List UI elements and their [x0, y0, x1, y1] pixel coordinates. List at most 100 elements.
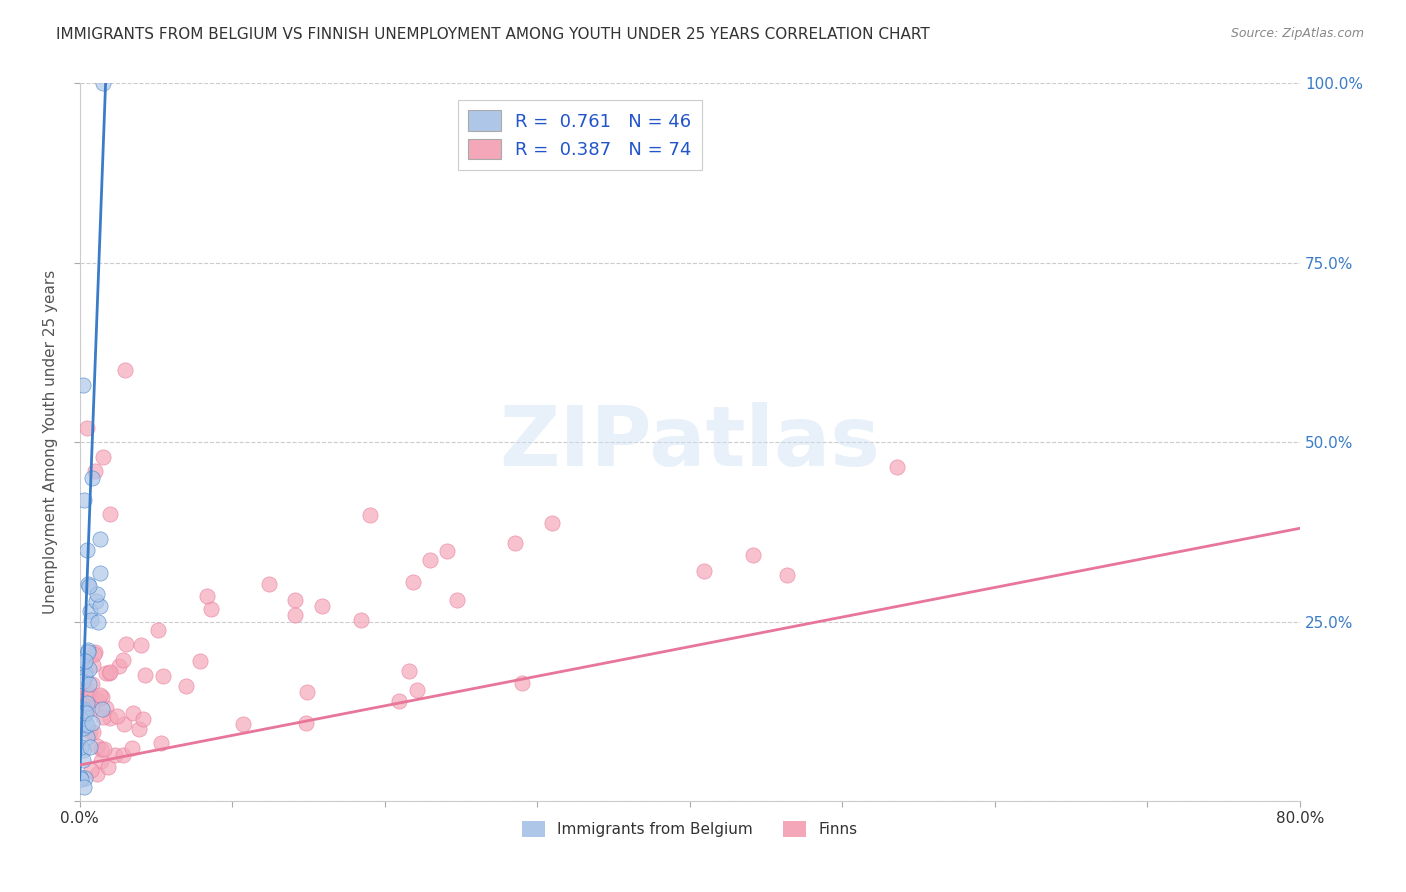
- Point: [541, 516, 564, 530]
- Point: [94, 701, 117, 715]
- Point: [77, 579, 100, 593]
- Point: [72, 652, 94, 666]
- Point: [76, 645, 98, 659]
- Point: [73, 780, 96, 794]
- Point: [79, 725, 101, 739]
- Point: [174, 680, 197, 694]
- Point: [98, 507, 121, 521]
- Point: [122, 706, 145, 721]
- Point: [73, 665, 96, 679]
- Point: [693, 564, 716, 578]
- Point: [72, 377, 94, 392]
- Point: [257, 576, 280, 591]
- Point: [232, 717, 254, 731]
- Point: [98, 711, 121, 725]
- Point: [82, 700, 104, 714]
- Point: [97, 666, 120, 681]
- Point: [89, 599, 111, 613]
- Point: [284, 608, 307, 623]
- Point: [73, 701, 96, 715]
- Point: [72, 698, 94, 712]
- Point: [97, 760, 120, 774]
- Point: [87, 692, 110, 706]
- Point: [436, 544, 458, 558]
- Point: [94, 666, 117, 681]
- Point: [419, 553, 441, 567]
- Point: [80, 471, 103, 485]
- Point: [80, 613, 103, 627]
- Point: [84, 645, 107, 659]
- Point: [359, 508, 381, 522]
- Point: [80, 763, 103, 777]
- Point: [311, 599, 333, 613]
- Point: [91, 450, 114, 464]
- Point: [776, 568, 799, 582]
- Point: [405, 683, 427, 698]
- Y-axis label: Unemployment Among Youth under 25 years: Unemployment Among Youth under 25 years: [44, 270, 58, 615]
- Point: [90, 741, 112, 756]
- Point: [83, 464, 105, 478]
- Point: [128, 722, 150, 736]
- Point: [77, 677, 100, 691]
- Point: [77, 662, 100, 676]
- Point: [75, 705, 97, 719]
- Point: [93, 742, 115, 756]
- Point: [89, 688, 111, 702]
- Point: [200, 602, 222, 616]
- Point: [73, 492, 96, 507]
- Point: [75, 696, 97, 710]
- Point: [70, 691, 93, 706]
- Point: [108, 658, 131, 673]
- Point: [90, 755, 112, 769]
- Text: IMMIGRANTS FROM BELGIUM VS FINNISH UNEMPLOYMENT AMONG YOUTH UNDER 25 YEARS CORRE: IMMIGRANTS FROM BELGIUM VS FINNISH UNEMP…: [56, 27, 929, 42]
- Point: [75, 715, 97, 730]
- Point: [72, 721, 94, 735]
- Point: [149, 735, 172, 749]
- Point: [72, 743, 94, 757]
- Point: [398, 664, 420, 678]
- Text: ZIPatlas: ZIPatlas: [499, 401, 880, 483]
- Point: [146, 623, 169, 637]
- Point: [350, 613, 373, 627]
- Point: [86, 767, 108, 781]
- Point: [89, 532, 111, 546]
- Point: [104, 748, 127, 763]
- Point: [86, 739, 108, 754]
- Point: [446, 592, 468, 607]
- Point: [69, 770, 91, 784]
- Point: [75, 706, 97, 720]
- Point: [76, 542, 98, 557]
- Point: [72, 674, 94, 689]
- Point: [76, 421, 98, 435]
- Point: [70, 739, 93, 754]
- Point: [402, 574, 425, 589]
- Point: [295, 685, 318, 699]
- Point: [134, 668, 156, 682]
- Point: [295, 716, 318, 731]
- Point: [76, 718, 98, 732]
- Point: [505, 535, 527, 549]
- Point: [83, 647, 105, 661]
- Point: [73, 668, 96, 682]
- Point: [131, 712, 153, 726]
- Point: [388, 694, 411, 708]
- Point: [72, 703, 94, 717]
- Point: [73, 654, 96, 668]
- Point: [82, 725, 104, 739]
- Point: [87, 615, 110, 629]
- Point: [80, 677, 103, 691]
- Point: [886, 460, 908, 475]
- Point: [111, 653, 134, 667]
- Point: [188, 654, 211, 668]
- Point: [510, 675, 533, 690]
- Text: Source: ZipAtlas.com: Source: ZipAtlas.com: [1230, 27, 1364, 40]
- Point: [89, 566, 111, 581]
- Point: [100, 665, 122, 680]
- Point: [77, 642, 100, 657]
- Point: [91, 701, 114, 715]
- Point: [129, 638, 152, 652]
- Point: [72, 753, 94, 767]
- Point: [84, 593, 107, 607]
- Point: [742, 548, 765, 562]
- Point: [70, 718, 93, 732]
